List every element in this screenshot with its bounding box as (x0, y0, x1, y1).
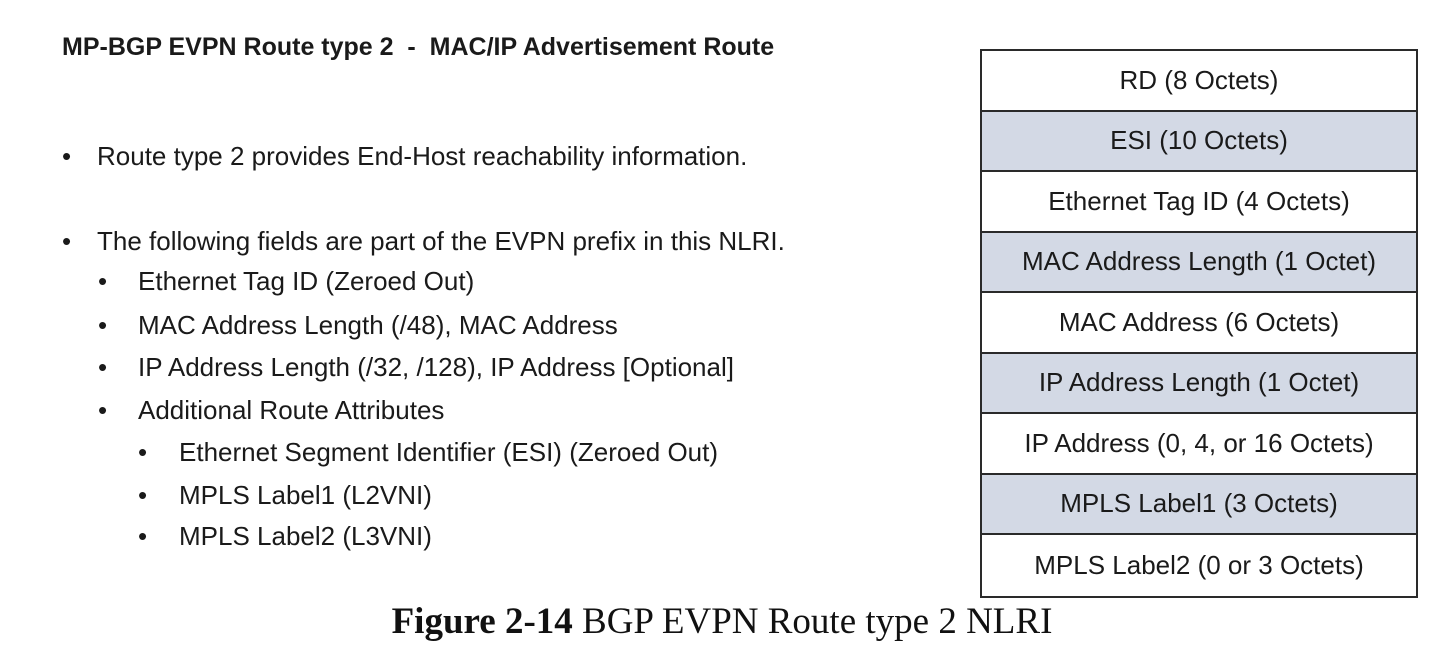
nlri-field-mpls-label1: MPLS Label1 (3 Octets) (982, 474, 1416, 535)
bullet-text: Route type 2 provides End-Host reachabil… (97, 141, 748, 171)
bullet-dot: • (98, 395, 108, 425)
figure-label: Figure 2-14 (391, 601, 573, 642)
slide-title: MP-BGP EVPN Route type 2 - MAC/IP Advert… (62, 33, 775, 61)
bullet-text: MPLS Label2 (L3VNI) (179, 521, 432, 551)
nlri-field-ip-address: IP Address (0, 4, or 16 Octets) (982, 414, 1416, 475)
bullet-text: IP Address Length (/32, /128), IP Addres… (138, 352, 734, 382)
bullet-dot: • (98, 266, 108, 296)
nlri-field-mac-address-length: MAC Address Length (1 Octet) (982, 232, 1416, 293)
nlri-field-mac-address: MAC Address (6 Octets) (982, 293, 1416, 354)
bullet-text: MAC Address Length (/48), MAC Address (138, 310, 618, 340)
bullet-dot: • (138, 480, 148, 510)
nlri-field-mpls-label2: MPLS Label2 (0 or 3 Octets) (1034, 549, 1364, 580)
nlri-field-rd: RD (8 Octets) (982, 51, 1416, 112)
bullet-dot: • (62, 226, 72, 256)
nlri-field-esi: ESI (10 Octets) (982, 111, 1416, 172)
bullet-dot: • (62, 141, 72, 171)
bullet-dot: • (138, 437, 148, 467)
bullet-text: Ethernet Tag ID (Zeroed Out) (138, 266, 475, 296)
bullet-text: Additional Route Attributes (138, 395, 445, 425)
nlri-field-ethernet-tag-id: Ethernet Tag ID (4 Octets) (982, 172, 1416, 233)
figure-caption-text: BGP EVPN Route type 2 NLRI (572, 601, 1053, 642)
bullet-text: Ethernet Segment Identifier (ESI) (Zeroe… (179, 437, 719, 467)
nlri-field-table: RD (8 Octets) ESI (10 Octets) Ethernet T… (980, 49, 1418, 598)
bullet-text: MPLS Label1 (L2VNI) (179, 480, 432, 510)
bullet-dot: • (98, 310, 108, 340)
bullet-text: The following fields are part of the EVP… (97, 226, 785, 256)
bullet-dot: • (98, 352, 108, 382)
nlri-field-ip-address-length: IP Address Length (1 Octet) (982, 353, 1416, 414)
bullet-dot: • (138, 521, 148, 551)
figure-caption: Figure 2-14 BGP EVPN Route type 2 NLRI (0, 600, 1444, 643)
